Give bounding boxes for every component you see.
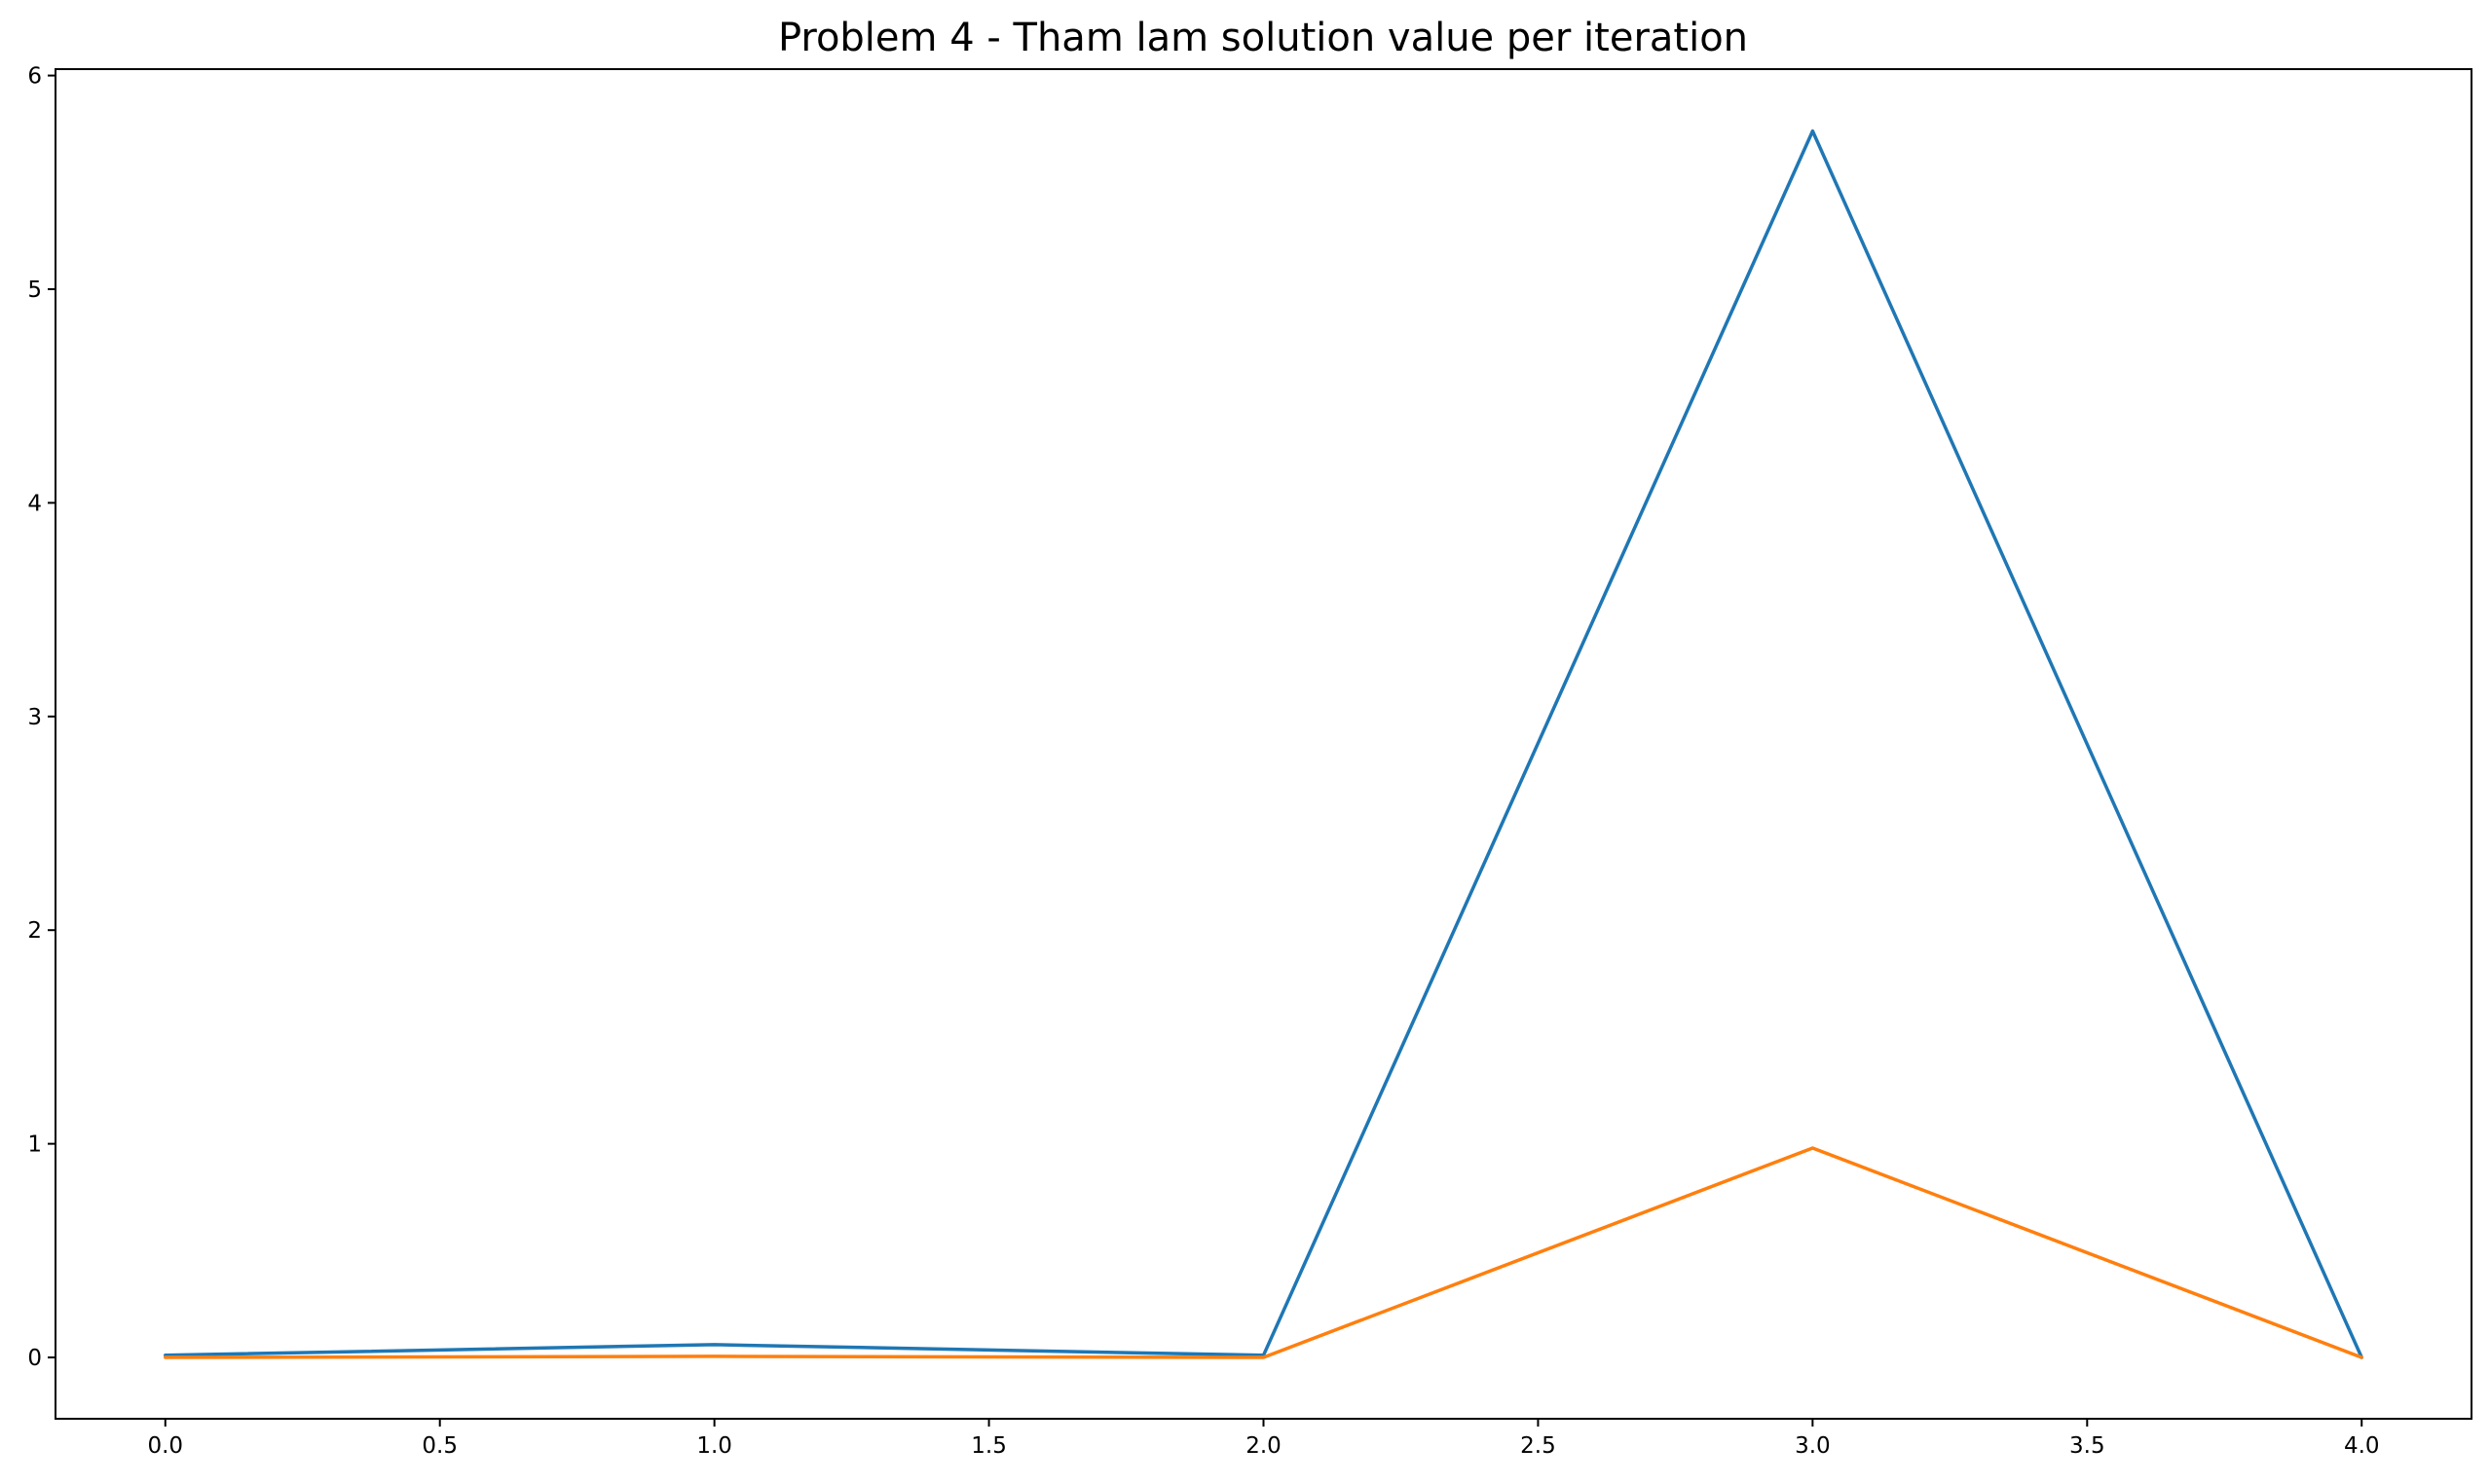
x-tick-label: 1.0	[696, 1433, 732, 1459]
series-layer	[164, 129, 2363, 1359]
x-tick-label: 0.0	[147, 1433, 183, 1459]
series-line-1	[164, 129, 2363, 1359]
y-tick-label: 3	[27, 705, 42, 730]
x-tick-label: 0.5	[422, 1433, 458, 1459]
y-tick-label: 4	[27, 491, 42, 516]
series-line-2	[164, 1146, 2363, 1359]
y-tick-label: 0	[27, 1346, 42, 1371]
y-tick-label: 1	[27, 1132, 42, 1158]
y-tick-label: 2	[27, 918, 42, 944]
x-tick-label: 2.0	[1245, 1433, 1282, 1459]
y-axis-ticks: 0 1 2 3 4 5 6	[27, 64, 56, 1371]
x-tick-label: 3.5	[2069, 1433, 2105, 1459]
x-tick-label: 1.5	[971, 1433, 1007, 1459]
y-tick-label: 6	[27, 64, 42, 90]
plot-frame	[55, 68, 2472, 1420]
y-tick-label: 5	[27, 278, 42, 303]
x-tick-label: 2.5	[1520, 1433, 1556, 1459]
x-tick-label: 4.0	[2344, 1433, 2380, 1459]
chart-title: Problem 4 - Tham lam solution value per …	[778, 16, 1748, 60]
x-tick-label: 3.0	[1795, 1433, 1831, 1459]
x-axis-ticks: 0.0 0.5 1.0 1.5 2.0 2.5 3.0 3.5 4.0	[147, 1419, 2380, 1459]
